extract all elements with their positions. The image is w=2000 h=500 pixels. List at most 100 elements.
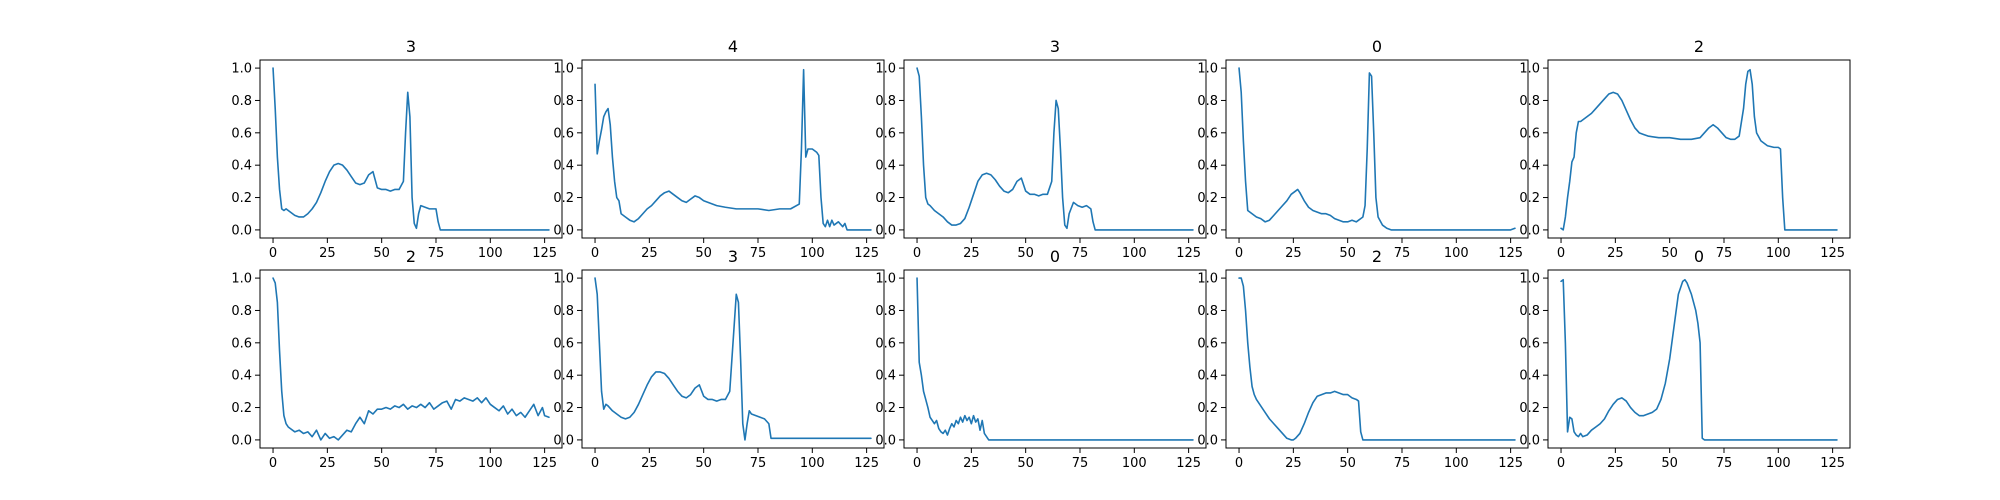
series-line xyxy=(1560,68,1838,231)
y-tick-label: 0.0 xyxy=(231,223,252,238)
y-tick-label: 0.2 xyxy=(1197,191,1218,206)
x-tick-label: 100 xyxy=(478,246,503,261)
x-tick-label: 50 xyxy=(695,456,712,471)
x-tick-label: 25 xyxy=(1285,456,1302,471)
x-tick-label: 100 xyxy=(478,456,503,471)
y-tick-label: 0.6 xyxy=(875,126,896,141)
x-tick-label: 125 xyxy=(532,456,557,471)
y-tick-label: 0.0 xyxy=(1197,433,1218,448)
x-tick-label: 0 xyxy=(1235,456,1243,471)
subplot-title: 2 xyxy=(1694,37,1704,56)
x-tick-label: 125 xyxy=(1176,456,1201,471)
x-tick-label: 125 xyxy=(1176,246,1201,261)
x-tick-label: 50 xyxy=(695,246,712,261)
subplot-title: 3 xyxy=(406,37,416,56)
subplot-3: 3 0 25 50 75 100 125 0.0 0.2 0.4 0.6 0.8 1.0 xyxy=(875,37,1207,261)
y-tick-label: 0.0 xyxy=(1519,223,1540,238)
y-tick-label: 0.8 xyxy=(1197,304,1218,319)
plot-frame xyxy=(259,59,563,239)
y-tick-label: 0.8 xyxy=(1197,94,1218,109)
subplot-title: 0 xyxy=(1694,247,1704,266)
x-tick-label: 25 xyxy=(963,456,980,471)
subplot-2: 4 0 25 50 75 100 125 0.0 0.2 0.4 0.6 0.8 1.0 xyxy=(553,37,885,261)
y-tick-label: 1.0 xyxy=(1519,62,1540,77)
series-line xyxy=(916,277,1194,441)
x-tick-label: 100 xyxy=(800,246,825,261)
x-tick-label: 25 xyxy=(1607,456,1624,471)
y-tick-label: 0.2 xyxy=(553,191,574,206)
subplot-10: 0 0 25 50 75 100 125 0.0 0.2 0.4 0.6 0.8 1.0 xyxy=(1519,247,1851,471)
x-tick-label: 0 xyxy=(1557,456,1565,471)
series-line xyxy=(594,68,872,231)
y-tick-label: 0.6 xyxy=(1519,336,1540,351)
y-tick-label: 0.0 xyxy=(553,223,574,238)
x-tick-label: 75 xyxy=(428,456,445,471)
subplot-4: 0 0 25 50 75 100 125 0.0 0.2 0.4 0.6 0.8 1.0 xyxy=(1197,37,1529,261)
x-tick-label: 50 xyxy=(1661,246,1678,261)
x-tick-label: 125 xyxy=(532,246,557,261)
x-tick-label: 0 xyxy=(913,456,921,471)
y-tick-label: 0.4 xyxy=(1197,159,1218,174)
series-line xyxy=(1238,67,1516,231)
subplot-title: 0 xyxy=(1050,247,1060,266)
y-tick-label: 0.2 xyxy=(1519,191,1540,206)
y-tick-label: 0.6 xyxy=(553,126,574,141)
x-tick-label: 0 xyxy=(591,456,599,471)
x-tick-label: 50 xyxy=(373,246,390,261)
y-tick-label: 1.0 xyxy=(553,272,574,287)
x-tick-label: 75 xyxy=(428,246,445,261)
y-tick-label: 0.2 xyxy=(231,401,252,416)
x-tick-label: 50 xyxy=(1339,456,1356,471)
y-tick-label: 0.6 xyxy=(875,336,896,351)
series-line xyxy=(594,277,872,441)
subplot-7: 3 0 25 50 75 100 125 0.0 0.2 0.4 0.6 0.8 1.0 xyxy=(553,247,885,471)
x-tick-label: 75 xyxy=(1072,456,1089,471)
x-tick-label: 25 xyxy=(641,456,658,471)
y-tick-label: 0.8 xyxy=(553,304,574,319)
plot-frame xyxy=(903,59,1207,239)
series-line xyxy=(272,67,550,231)
y-tick-label: 1.0 xyxy=(231,272,252,287)
x-tick-label: 50 xyxy=(1017,246,1034,261)
subplot-title: 0 xyxy=(1372,37,1382,56)
x-tick-label: 100 xyxy=(1766,246,1791,261)
x-tick-label: 0 xyxy=(269,246,277,261)
series-line xyxy=(1560,278,1838,441)
x-tick-label: 25 xyxy=(319,246,336,261)
y-tick-label: 0.4 xyxy=(231,369,252,384)
y-tick-label: 0.2 xyxy=(231,191,252,206)
y-tick-label: 0.8 xyxy=(231,304,252,319)
y-tick-label: 0.0 xyxy=(1519,433,1540,448)
x-tick-label: 75 xyxy=(1394,456,1411,471)
x-tick-label: 25 xyxy=(1607,246,1624,261)
y-tick-label: 0.8 xyxy=(553,94,574,109)
y-tick-label: 1.0 xyxy=(875,272,896,287)
plot-frame xyxy=(1547,59,1851,239)
subplot-title: 2 xyxy=(406,247,416,266)
x-tick-label: 125 xyxy=(1498,456,1523,471)
subplot-5: 2 0 25 50 75 100 125 0.0 0.2 0.4 0.6 0.8 1.0 xyxy=(1519,37,1851,261)
plot-frame xyxy=(1225,269,1529,449)
x-tick-label: 0 xyxy=(269,456,277,471)
x-tick-label: 125 xyxy=(854,246,879,261)
x-tick-label: 75 xyxy=(1716,456,1733,471)
y-tick-label: 0.8 xyxy=(1519,304,1540,319)
x-tick-label: 25 xyxy=(1285,246,1302,261)
y-tick-label: 0.4 xyxy=(875,159,896,174)
x-tick-label: 100 xyxy=(800,456,825,471)
y-tick-label: 0.4 xyxy=(231,159,252,174)
x-tick-label: 125 xyxy=(1820,246,1845,261)
x-tick-label: 25 xyxy=(319,456,336,471)
y-tick-label: 0.8 xyxy=(875,304,896,319)
plot-frame xyxy=(259,269,563,449)
x-tick-label: 0 xyxy=(913,246,921,261)
x-tick-label: 75 xyxy=(1394,246,1411,261)
x-tick-label: 75 xyxy=(750,456,767,471)
plot-frame xyxy=(1547,269,1851,449)
y-tick-label: 0.8 xyxy=(1519,94,1540,109)
x-tick-label: 125 xyxy=(1498,246,1523,261)
subplot-title: 3 xyxy=(1050,37,1060,56)
y-tick-label: 0.0 xyxy=(1197,223,1218,238)
x-tick-label: 50 xyxy=(1661,456,1678,471)
y-tick-label: 0.2 xyxy=(553,401,574,416)
